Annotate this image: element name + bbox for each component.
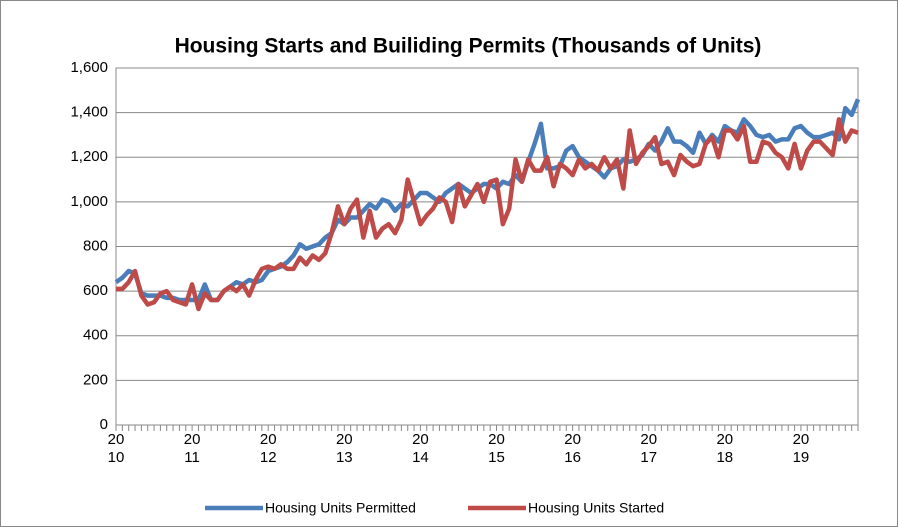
x-tick-label-box: 2014 [412,431,429,466]
x-tick-label: 2015 [488,431,505,466]
x-tick-label-box: 2012 [259,431,277,466]
x-tick-label: 2018 [716,431,734,466]
y-tick-label: 1,200 [70,148,108,165]
legend-label: Housing Units Started [528,500,664,516]
x-tick-label: 2017 [640,431,658,466]
x-tick-label: 2013 [335,431,353,466]
x-tick-label-box: 2011 [183,431,201,466]
line-series [116,117,859,312]
y-tick-label: 1,000 [70,193,108,210]
x-tick-label-box: 2015 [488,431,505,466]
y-tick-label: 1,400 [70,104,108,121]
y-tick-label: 800 [83,237,108,254]
x-tick-label-box: 2010 [107,431,125,466]
x-tick-label: 2012 [259,431,277,466]
x-tick-label-box: 2017 [640,431,658,466]
x-tick-label: 2019 [792,431,810,466]
y-tick-label: 600 [83,282,108,299]
x-tick-label: 2010 [107,431,125,466]
x-tick-label: 2014 [412,431,429,466]
y-tick-label: 1,600 [70,59,108,76]
x-tick-label: 2016 [564,431,581,466]
y-tick-label: 0 [100,416,108,433]
x-tick-label-box: 2016 [564,431,581,466]
plot-border [115,67,859,426]
x-tick-label-box: 2018 [716,431,734,466]
y-tick-label: 400 [83,327,108,344]
chart-title: Housing Starts and Builiding Permits (Th… [175,35,762,58]
x-tick-label: 2011 [183,431,201,466]
x-tick-label-box: 2019 [792,431,810,466]
legend-label: Housing Units Permitted [265,500,416,516]
x-tick-label-box: 2013 [335,431,353,466]
y-tick-label: 200 [83,371,108,388]
